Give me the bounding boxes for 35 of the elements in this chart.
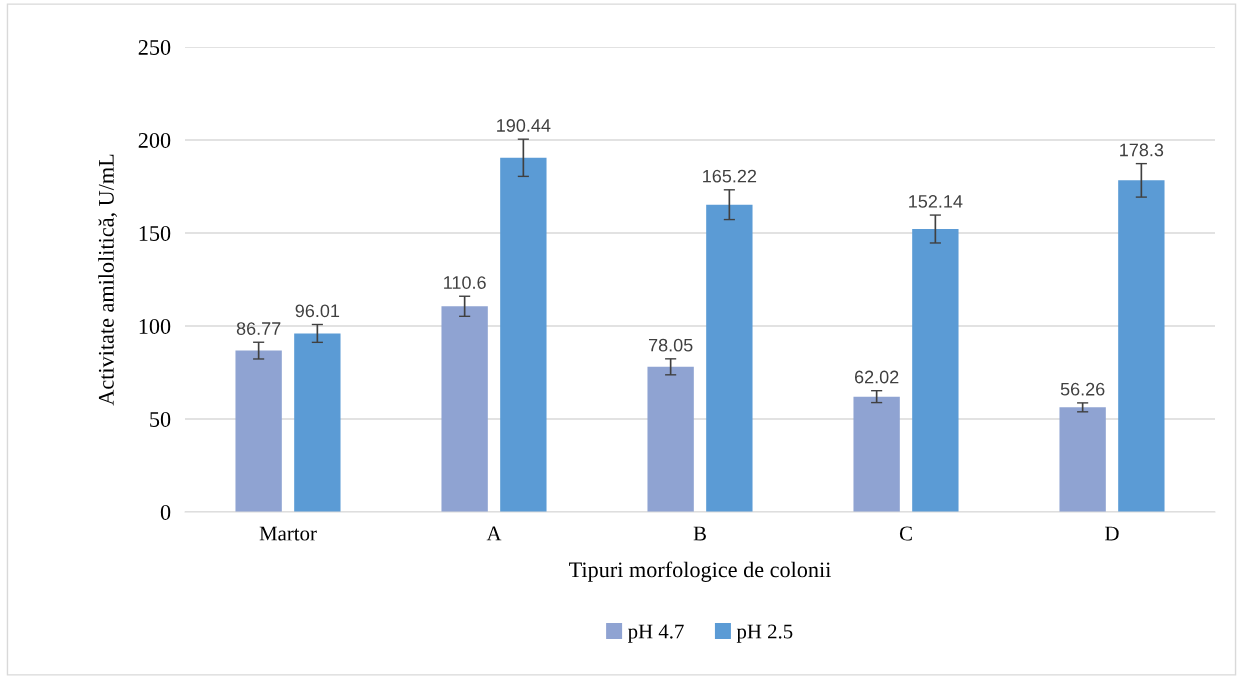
y-tick-label: 100 (139, 318, 171, 334)
y-tick-label: 150 (139, 225, 171, 241)
bar (235, 350, 282, 512)
x-tick-label: B (693, 526, 706, 541)
data-label: 78.05 (648, 338, 693, 352)
legend-label: pH 2.5 (736, 624, 793, 643)
data-label: 110.6 (444, 276, 486, 289)
bar (441, 306, 488, 512)
y-tick-label: 200 (138, 132, 171, 148)
x-tick-label: D (1105, 526, 1119, 541)
data-label: 165.22 (703, 169, 757, 183)
bar (853, 396, 900, 512)
y-axis-title: Activitate amilolitică, U/mL (98, 154, 118, 406)
bar (500, 157, 547, 512)
data-label: 56.26 (1060, 382, 1105, 396)
x-tick-label: Martor (259, 526, 317, 541)
y-tick-label: 0 (160, 504, 171, 520)
data-label: 152.14 (909, 195, 963, 208)
data-label: 178.3 (1120, 143, 1164, 157)
data-label: 62.02 (854, 370, 899, 384)
bar (1118, 180, 1165, 512)
y-tick-label: 50 (150, 411, 171, 427)
bar (912, 229, 959, 512)
x-axis-title: Tipuri morfologice de colonii (569, 561, 831, 582)
legend-label: pH 4.7 (628, 624, 684, 643)
x-tick-label: A (486, 526, 502, 541)
bar (647, 366, 694, 512)
x-tick-label: C (899, 526, 912, 541)
data-label: 86.77 (236, 322, 281, 335)
bar (706, 204, 753, 512)
y-tick-label: 250 (138, 39, 171, 55)
bar (294, 333, 341, 512)
data-label: 190.44 (497, 119, 551, 132)
bar (1059, 407, 1106, 512)
data-label: 96.01 (295, 304, 340, 318)
